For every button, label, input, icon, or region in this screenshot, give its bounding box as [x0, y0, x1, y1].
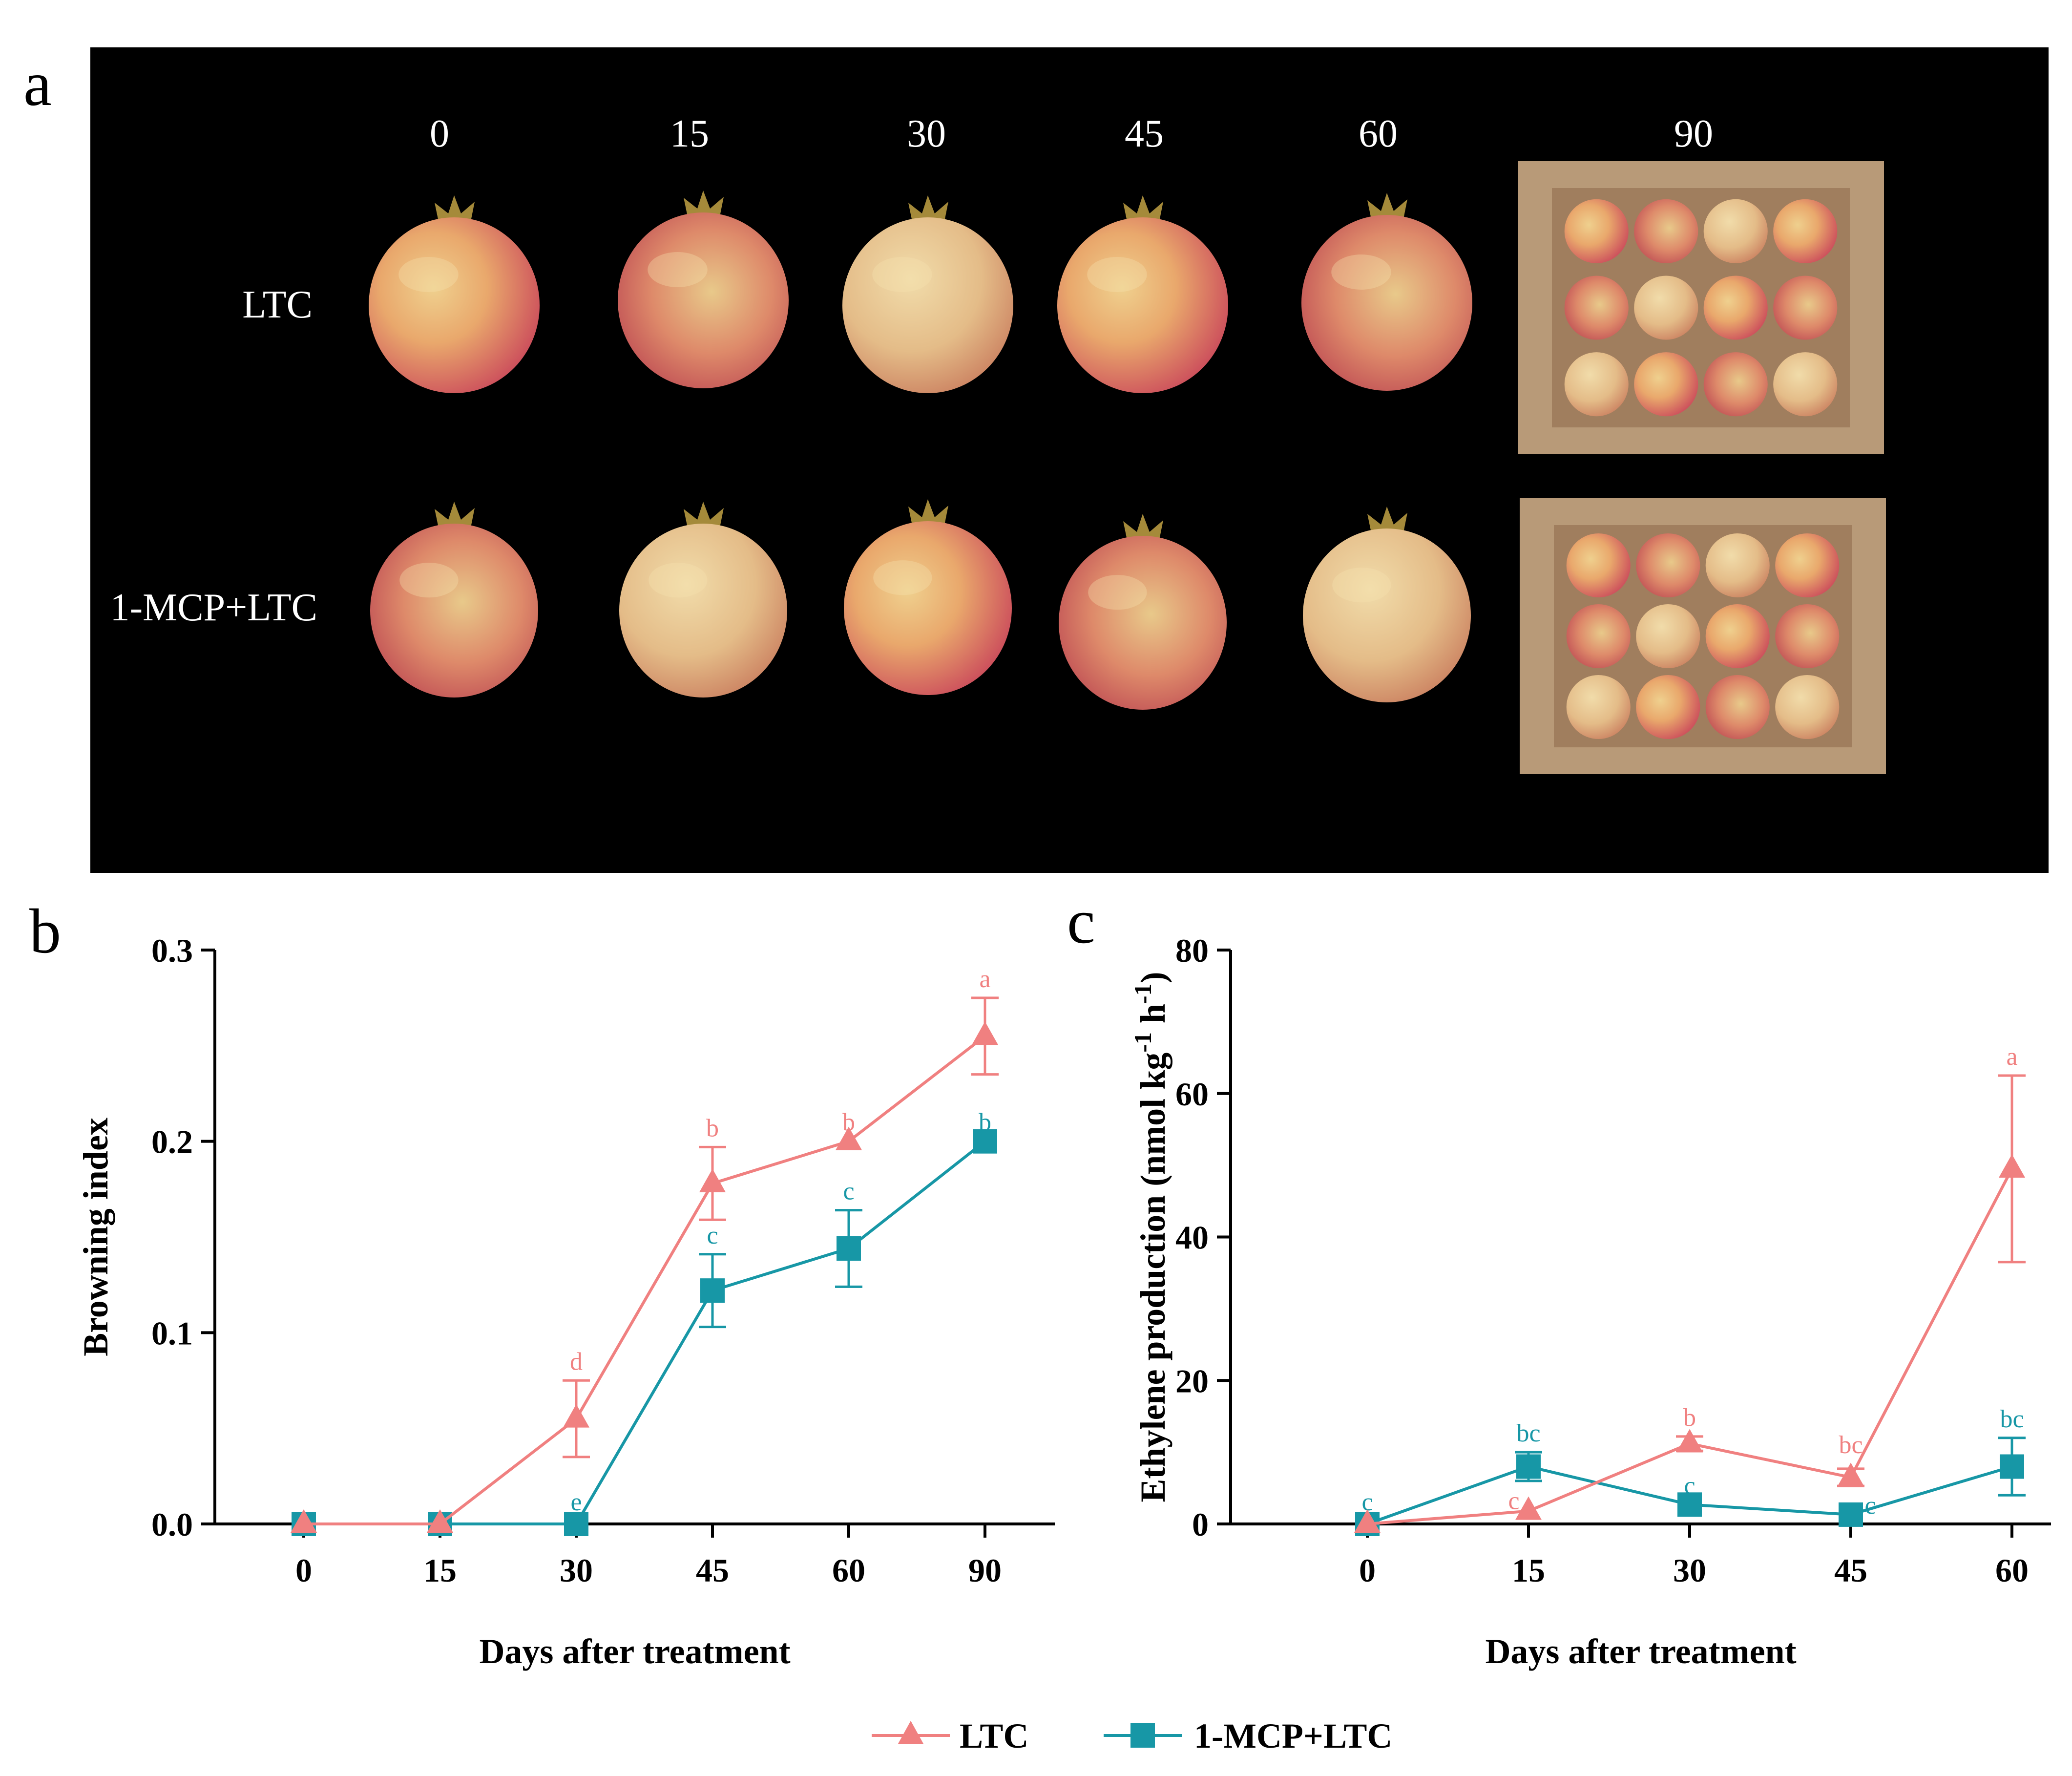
x-tick-label: 45 [696, 1552, 729, 1589]
data-point [2000, 1454, 2024, 1479]
y-tick-label: 80 [1175, 932, 1209, 969]
data-point [1838, 1462, 1864, 1486]
significance-letter: c [707, 1222, 718, 1249]
legend-mcp-label: 1-MCP+LTC [1194, 1716, 1392, 1755]
photo-day-label: 45 [1125, 112, 1164, 155]
pomegranate-photos [369, 161, 1886, 774]
data-point [1515, 1496, 1542, 1520]
photo-row-label-mcp: 1-MCP+LTC [110, 586, 318, 629]
panel-letter-a: a [23, 49, 52, 119]
data-point [564, 1512, 588, 1536]
data-point [836, 1126, 862, 1150]
data-point [1354, 1509, 1381, 1533]
pomegranate-mcp [619, 502, 787, 698]
y-tick-label: 0.0 [151, 1506, 193, 1543]
ethylene-production-chart: 0 20 40 60 80 0 15 30 45 60 Days after treatment Et… [1129, 932, 2051, 1671]
legend-ltc-marker [898, 1721, 923, 1744]
data-point [837, 1236, 861, 1261]
photo-day-label: 0 [430, 112, 449, 155]
pomegranate-mcp [1303, 507, 1471, 702]
photo-row-label-ltc: LTC [242, 283, 313, 326]
pomegranate-mcp [370, 502, 538, 698]
significance-letter: c [1684, 1472, 1695, 1500]
significance-letter: bc [1839, 1431, 1863, 1459]
x-tick-label: 60 [1995, 1552, 2029, 1589]
legend: LTC 1-MCP+LTC [872, 1716, 1392, 1755]
significance-letter: bc [2000, 1405, 2024, 1433]
data-point [700, 1278, 725, 1303]
series-ltc: d b b a [291, 965, 999, 1533]
significance-letter: c [843, 1178, 854, 1205]
panel-letter-c: c [1067, 887, 1095, 957]
pomegranate-ltc [1057, 195, 1228, 393]
series-line [304, 1035, 986, 1525]
data-point [1516, 1454, 1541, 1479]
data-point [972, 1021, 998, 1045]
photo-day-label: 30 [907, 112, 946, 155]
data-point [563, 1404, 589, 1428]
significance-letter: b [979, 1109, 991, 1137]
significance-letter: a [2006, 1043, 2017, 1071]
panel-letter-b: b [29, 896, 61, 967]
significance-letter: b [842, 1109, 855, 1137]
data-point [427, 1509, 453, 1533]
y-tick-label: 20 [1175, 1362, 1209, 1399]
significance-letter: b [1683, 1404, 1696, 1432]
photo-day-label: 15 [670, 112, 709, 155]
y-tick-label: 0.3 [151, 932, 193, 969]
x-tick-label: 60 [832, 1552, 865, 1589]
series-line [1367, 1168, 2013, 1525]
x-axis-title: Days after treatment [1485, 1632, 1796, 1671]
data-point [1677, 1492, 1702, 1517]
y-tick-label: 0.2 [151, 1123, 193, 1161]
pomegranate-ltc [618, 190, 789, 388]
legend-ltc-label: LTC [960, 1716, 1028, 1755]
pomegranate-mcp [1059, 514, 1227, 710]
pomegranate-box-ltc [1518, 161, 1884, 454]
y-tick-label: 40 [1175, 1219, 1209, 1256]
y-axis-title: Browning index [76, 1118, 115, 1356]
x-tick-label: 45 [1834, 1552, 1867, 1589]
y-axis-title: Ethylene production (nmol kg-1 h-1) [1129, 972, 1172, 1502]
x-axis-title: Days after treatment [479, 1632, 790, 1671]
data-point [973, 1129, 997, 1154]
significance-letter: e [570, 1488, 582, 1516]
y-tick-label: 0 [1192, 1506, 1209, 1543]
photo-day-label: 60 [1359, 112, 1398, 155]
x-tick-label: 15 [423, 1552, 457, 1589]
significance-letter: d [570, 1348, 583, 1375]
significance-letter: c [1361, 1488, 1373, 1516]
series-line [304, 1140, 986, 1525]
photo-day-label: 90 [1674, 112, 1713, 155]
browning-index-chart: 0.0 0.1 0.2 0.3 0 15 30 45 60 90 Days after treatm… [76, 932, 1055, 1671]
x-tick-label: 15 [1512, 1552, 1545, 1589]
data-point [1676, 1429, 1703, 1453]
x-tick-label: 30 [1673, 1552, 1706, 1589]
y-tick-label: 60 [1175, 1076, 1209, 1113]
data-point [1999, 1154, 2025, 1178]
x-tick-label: 0 [1359, 1552, 1376, 1589]
x-tick-label: 0 [295, 1552, 312, 1589]
data-point [291, 1509, 317, 1533]
significance-letter: c [1864, 1492, 1876, 1520]
data-point [699, 1168, 726, 1192]
pomegranate-ltc [369, 195, 540, 393]
pomegranate-box-mcp [1520, 498, 1886, 774]
series-ltc: c b bc a [1354, 1043, 2026, 1533]
pomegranate-mcp [844, 499, 1012, 695]
significance-letter: c [1508, 1487, 1519, 1515]
pomegranate-ltc [842, 195, 1013, 393]
significance-letter: bc [1516, 1419, 1540, 1447]
data-point [1839, 1502, 1863, 1527]
y-tick-label: 0.1 [151, 1314, 193, 1352]
significance-letter: b [706, 1114, 719, 1142]
pomegranate-ltc [1301, 193, 1472, 391]
x-tick-label: 30 [560, 1552, 593, 1589]
significance-letter: a [979, 965, 990, 993]
series-mcp: e c c b [292, 1109, 997, 1536]
legend-mcp-marker [1130, 1723, 1155, 1748]
x-tick-label: 90 [968, 1552, 1002, 1589]
